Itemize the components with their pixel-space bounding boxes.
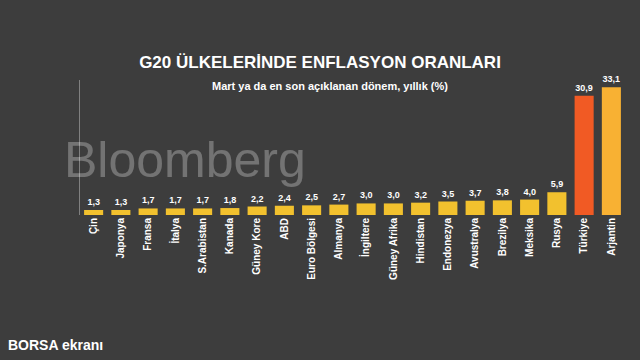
svg-text:2,4: 2,4: [278, 193, 291, 203]
svg-text:3,5: 3,5: [442, 189, 455, 199]
svg-text:Kanada: Kanada: [224, 218, 235, 255]
svg-text:2,5: 2,5: [305, 192, 318, 202]
svg-text:Güney Afrika: Güney Afrika: [388, 218, 399, 280]
svg-text:Avustralya: Avustralya: [469, 218, 480, 269]
svg-text:Meksika: Meksika: [524, 218, 535, 257]
svg-text:İtalya: İtalya: [169, 218, 181, 244]
svg-text:5,9: 5,9: [551, 179, 564, 189]
svg-text:Hindistan: Hindistan: [415, 218, 426, 264]
svg-text:2,7: 2,7: [333, 192, 346, 202]
svg-text:33,1: 33,1: [603, 74, 621, 84]
svg-text:ABD: ABD: [279, 218, 290, 240]
svg-text:1,3: 1,3: [87, 197, 100, 207]
svg-text:Brezilya: Brezilya: [497, 218, 508, 257]
svg-text:Mart ya da en son açıklanan dö: Mart ya da en son açıklanan dönem, yıllı…: [212, 80, 448, 92]
svg-text:Çin: Çin: [88, 218, 99, 234]
svg-text:Japonya: Japonya: [115, 218, 126, 259]
svg-text:3,7: 3,7: [469, 188, 482, 198]
svg-text:4,0: 4,0: [523, 187, 536, 197]
svg-text:3,8: 3,8: [496, 187, 509, 197]
svg-text:1,7: 1,7: [142, 195, 155, 205]
svg-text:Endonezya: Endonezya: [442, 218, 453, 271]
svg-text:Rusya: Rusya: [551, 218, 562, 248]
svg-text:1,8: 1,8: [224, 195, 237, 205]
svg-text:S.Arabistan: S.Arabistan: [197, 218, 208, 274]
svg-text:30,9: 30,9: [575, 83, 593, 93]
svg-text:G20 ÜLKELERİNDE ENFLASYON ORAN: G20 ÜLKELERİNDE ENFLASYON ORANLARI: [139, 53, 501, 72]
svg-text:Euro Bölgesi: Euro Bölgesi: [306, 218, 317, 280]
svg-text:3,2: 3,2: [414, 190, 427, 200]
svg-text:2,2: 2,2: [251, 194, 264, 204]
svg-text:Arjantin: Arjantin: [606, 218, 617, 256]
svg-text:Almanya: Almanya: [333, 218, 344, 260]
svg-text:1,3: 1,3: [115, 197, 128, 207]
svg-text:Güney Kore: Güney Kore: [251, 218, 262, 275]
svg-text:Fransa: Fransa: [142, 218, 153, 251]
svg-text:Bloomberg: Bloomberg: [64, 132, 306, 188]
svg-text:1,7: 1,7: [196, 195, 209, 205]
svg-text:İngiltere: İngiltere: [359, 218, 371, 257]
svg-text:BORSA ekranı: BORSA ekranı: [8, 337, 103, 353]
svg-text:1,7: 1,7: [169, 195, 182, 205]
svg-text:Türkiye: Türkiye: [578, 218, 589, 254]
svg-text:3,0: 3,0: [360, 190, 373, 200]
svg-text:3,0: 3,0: [387, 190, 400, 200]
